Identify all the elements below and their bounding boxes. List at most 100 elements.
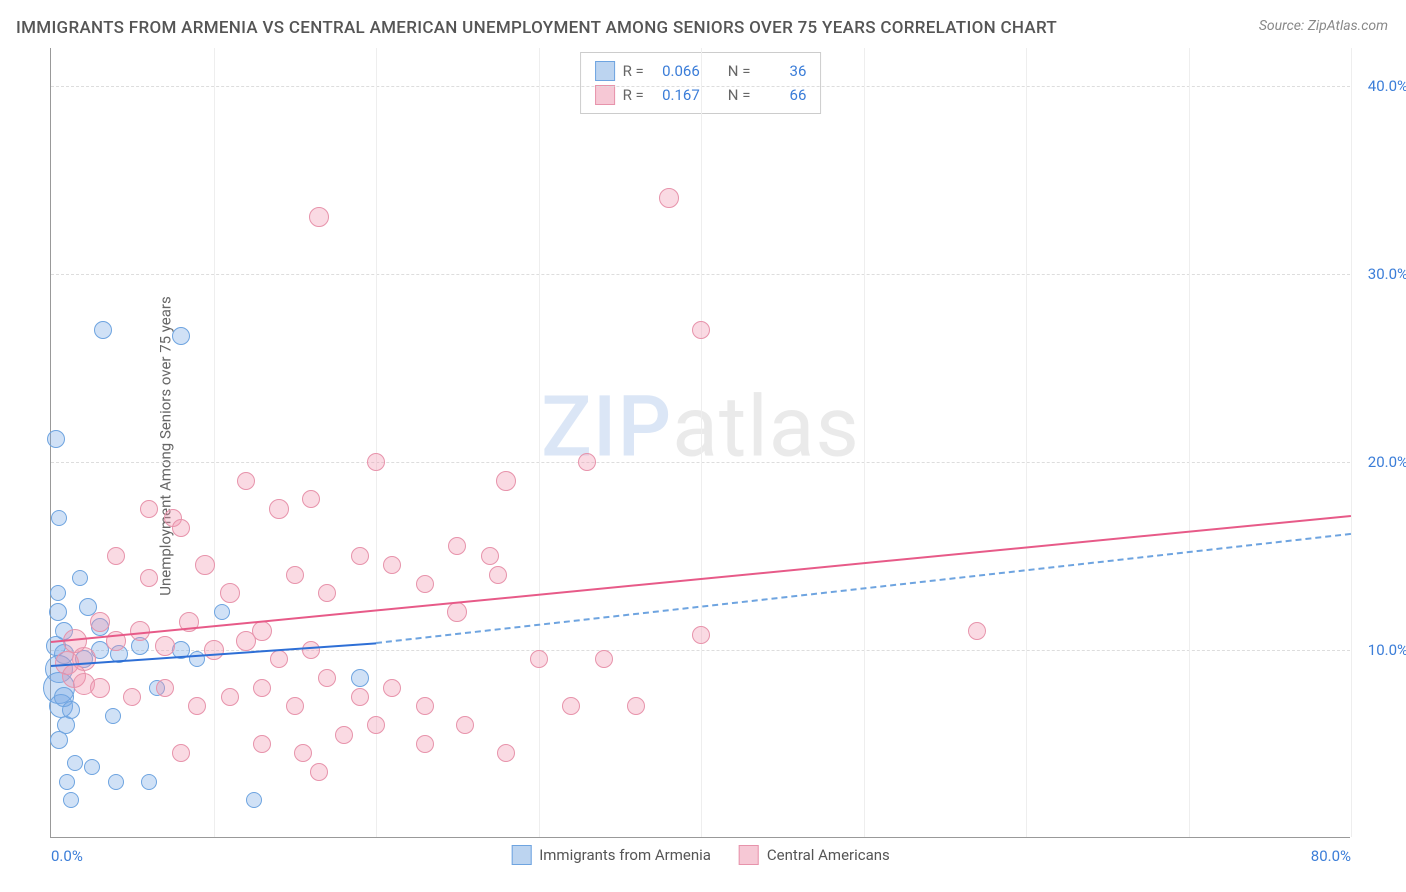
scatter-point bbox=[692, 626, 710, 644]
scatter-point bbox=[562, 697, 580, 715]
scatter-point bbox=[692, 321, 710, 339]
scatter-point bbox=[195, 555, 215, 575]
scatter-point bbox=[50, 585, 66, 601]
scatter-point bbox=[367, 453, 385, 471]
scatter-point bbox=[47, 430, 65, 448]
scatter-point bbox=[351, 669, 369, 687]
scatter-point bbox=[335, 726, 353, 744]
scatter-point bbox=[383, 556, 401, 574]
x-tick-label: 0.0% bbox=[51, 847, 83, 865]
scatter-point bbox=[286, 566, 304, 584]
scatter-point bbox=[67, 755, 83, 771]
scatter-point bbox=[246, 792, 262, 808]
gridline-vertical bbox=[701, 48, 702, 837]
scatter-point bbox=[107, 547, 125, 565]
scatter-point bbox=[496, 471, 516, 491]
scatter-point bbox=[188, 697, 206, 715]
scatter-point bbox=[416, 697, 434, 715]
scatter-point bbox=[140, 500, 158, 518]
scatter-point bbox=[416, 735, 434, 753]
scatter-point bbox=[237, 472, 255, 490]
legend-label-series-0: Immigrants from Armenia bbox=[539, 846, 711, 864]
chart-title: IMMIGRANTS FROM ARMENIA VS CENTRAL AMERI… bbox=[16, 18, 1057, 38]
scatter-point bbox=[318, 584, 336, 602]
scatter-point bbox=[253, 735, 271, 753]
scatter-point bbox=[63, 792, 79, 808]
scatter-point bbox=[318, 669, 336, 687]
swatch-series-0 bbox=[595, 61, 615, 81]
scatter-point bbox=[220, 583, 240, 603]
swatch-series-0 bbox=[511, 845, 531, 865]
scatter-point bbox=[456, 716, 474, 734]
y-tick-label: 30.0% bbox=[1368, 265, 1406, 283]
scatter-point bbox=[595, 650, 613, 668]
scatter-point bbox=[309, 207, 329, 227]
scatter-point bbox=[94, 321, 112, 339]
scatter-point bbox=[156, 679, 174, 697]
scatter-point bbox=[270, 650, 288, 668]
scatter-point bbox=[302, 641, 320, 659]
scatter-point bbox=[214, 604, 230, 620]
series-legend: Immigrants from Armenia Central American… bbox=[511, 845, 890, 865]
scatter-point bbox=[84, 759, 100, 775]
scatter-point bbox=[351, 547, 369, 565]
scatter-point bbox=[659, 188, 679, 208]
scatter-point bbox=[172, 744, 190, 762]
y-tick-label: 20.0% bbox=[1368, 453, 1406, 471]
gridline-vertical bbox=[1026, 48, 1027, 837]
scatter-point bbox=[489, 566, 507, 584]
scatter-point bbox=[90, 612, 110, 632]
scatter-point bbox=[578, 453, 596, 471]
y-tick-label: 10.0% bbox=[1368, 641, 1406, 659]
swatch-series-1 bbox=[739, 845, 759, 865]
scatter-point bbox=[447, 602, 467, 622]
scatter-point bbox=[155, 636, 175, 656]
scatter-point bbox=[497, 744, 515, 762]
scatter-point bbox=[123, 688, 141, 706]
scatter-point bbox=[51, 510, 67, 526]
scatter-point bbox=[448, 537, 466, 555]
gridline-vertical bbox=[1351, 48, 1352, 837]
scatter-point bbox=[172, 519, 190, 537]
gridline-vertical bbox=[539, 48, 540, 837]
source-attribution: Source: ZipAtlas.com bbox=[1259, 18, 1388, 34]
scatter-point bbox=[172, 327, 190, 345]
scatter-point bbox=[530, 650, 548, 668]
scatter-point bbox=[968, 622, 986, 640]
scatter-point bbox=[310, 763, 328, 781]
gridline-vertical bbox=[864, 48, 865, 837]
scatter-point bbox=[90, 678, 110, 698]
scatter-point bbox=[269, 499, 289, 519]
scatter-point bbox=[49, 603, 67, 621]
scatter-point bbox=[383, 679, 401, 697]
legend-R-value-0: 0.066 bbox=[652, 59, 700, 83]
scatter-point bbox=[140, 569, 158, 587]
legend-item-series-1: Central Americans bbox=[739, 845, 890, 865]
scatter-point bbox=[416, 575, 434, 593]
legend-R-label: R = bbox=[623, 59, 644, 83]
scatter-point bbox=[105, 708, 121, 724]
swatch-series-1 bbox=[595, 85, 615, 105]
scatter-point bbox=[286, 697, 304, 715]
scatter-point bbox=[627, 697, 645, 715]
scatter-point bbox=[221, 688, 239, 706]
scatter-point bbox=[253, 679, 271, 697]
scatter-point bbox=[50, 731, 68, 749]
scatter-point bbox=[141, 774, 157, 790]
legend-item-series-0: Immigrants from Armenia bbox=[511, 845, 711, 865]
legend-N-label: N = bbox=[728, 59, 751, 83]
legend-N-value-0: 36 bbox=[758, 59, 806, 83]
scatter-point bbox=[204, 640, 224, 660]
y-tick-label: 40.0% bbox=[1368, 77, 1406, 95]
scatter-point bbox=[351, 688, 369, 706]
scatter-point bbox=[72, 570, 88, 586]
scatter-point bbox=[302, 490, 320, 508]
scatter-point bbox=[367, 716, 385, 734]
gridline-vertical bbox=[1189, 48, 1190, 837]
scatter-point bbox=[481, 547, 499, 565]
scatter-point bbox=[236, 631, 256, 651]
scatter-point bbox=[294, 744, 312, 762]
plot-area: ZIPatlas R = 0.066 N = 36 R = 0.167 N = … bbox=[50, 48, 1350, 838]
scatter-point bbox=[59, 774, 75, 790]
scatter-point bbox=[108, 774, 124, 790]
